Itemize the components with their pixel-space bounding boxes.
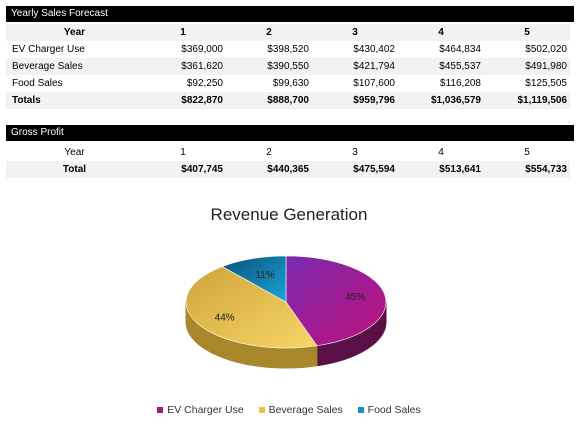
legend-label: Beverage Sales: [268, 404, 343, 416]
row-label: Totals: [6, 92, 140, 109]
chart-legend: EV Charger Use Beverage Sales Food Sales: [0, 404, 578, 416]
gross-profit-title-bar: Gross Profit: [6, 125, 574, 141]
chart-title: Revenue Generation: [210, 205, 368, 224]
legend-item: Food Sales: [357, 404, 421, 416]
table-cell: $390,550: [226, 58, 312, 75]
header-cell: 4: [438, 147, 444, 158]
table-cell: $888,700: [226, 92, 312, 109]
table-cell: $1,119,506: [484, 92, 570, 109]
gross-profit-header-row: Year 1 2 3 4 5: [6, 144, 570, 161]
header-cell: 4: [398, 24, 484, 41]
table-cell: $430,402: [353, 44, 395, 55]
row-label: Total: [6, 161, 140, 178]
table-cell: $959,796: [312, 92, 398, 109]
legend-label: Food Sales: [367, 404, 421, 416]
table-row: EV Charger Use $369,000 $398,520 $430,40…: [6, 41, 570, 58]
table-cell: $369,000: [181, 44, 223, 55]
table-cell: $554,733: [484, 161, 570, 178]
header-cell: Year: [6, 24, 140, 41]
table-cell: $407,745: [140, 161, 226, 178]
row-label: EV Charger Use: [12, 44, 85, 55]
table-cell: $464,834: [439, 44, 481, 55]
forecast-header-row: Year 1 2 3 4 5: [6, 24, 570, 41]
gross-profit-table: Year 1 2 3 4 5 Total $407,745 $440,365 $…: [6, 144, 570, 178]
pie-slice: [185, 266, 318, 349]
header-cell: Year: [64, 147, 85, 158]
table-cell: $513,641: [398, 161, 484, 178]
table-cell: $491,980: [484, 58, 570, 75]
table-cell: $822,870: [140, 92, 226, 109]
forecast-title: Yearly Sales Forecast: [11, 8, 108, 19]
table-cell: $1,036,579: [398, 92, 484, 109]
row-label: Food Sales: [12, 78, 63, 89]
gross-profit-title: Gross Profit: [11, 127, 64, 138]
forecast-title-bar: Yearly Sales Forecast: [6, 6, 574, 22]
header-cell: 1: [180, 147, 186, 158]
table-cell: $421,794: [312, 58, 398, 75]
table-cell: $455,537: [398, 58, 484, 75]
table-cell: $116,208: [440, 78, 481, 89]
table-cell: $92,250: [186, 78, 223, 89]
header-cell: 3: [312, 24, 398, 41]
header-cell: 5: [484, 24, 570, 41]
table-cell: $440,365: [226, 161, 312, 178]
pie-data-label: 44%: [215, 313, 235, 324]
header-cell: 5: [524, 147, 530, 158]
header-cell: 1: [140, 24, 226, 41]
table-cell: $361,620: [140, 58, 226, 75]
legend-swatch: [157, 407, 164, 414]
legend-item: EV Charger Use: [157, 404, 244, 416]
legend-label: EV Charger Use: [167, 404, 244, 416]
totals-row: Totals $822,870 $888,700 $959,796 $1,036…: [6, 92, 570, 109]
pie-data-label: 11%: [255, 270, 274, 281]
table-cell: $99,630: [272, 78, 309, 89]
legend-swatch: [357, 407, 364, 414]
pie-slice: [285, 255, 387, 347]
table-cell: $502,020: [525, 44, 567, 55]
table-cell: $475,594: [312, 161, 398, 178]
pie-data-label: 45%: [345, 292, 365, 303]
legend-swatch: [258, 407, 265, 414]
header-cell: 2: [226, 24, 312, 41]
legend-item: Beverage Sales: [258, 404, 343, 416]
header-cell: 3: [352, 147, 358, 158]
header-cell: 2: [266, 147, 272, 158]
table-cell: $125,505: [525, 78, 567, 89]
table-cell: $398,520: [267, 44, 309, 55]
forecast-table: Year 1 2 3 4 5 EV Charger Use $369,000 $…: [6, 24, 570, 109]
table-row: Food Sales $92,250 $99,630 $107,600 $116…: [6, 75, 570, 92]
row-label: Beverage Sales: [6, 58, 140, 75]
table-row: Beverage Sales $361,620 $390,550 $421,79…: [6, 58, 570, 75]
gross-profit-total-row: Total $407,745 $440,365 $475,594 $513,64…: [6, 161, 570, 178]
pie-slice: [221, 255, 287, 303]
table-cell: $107,600: [353, 78, 395, 89]
